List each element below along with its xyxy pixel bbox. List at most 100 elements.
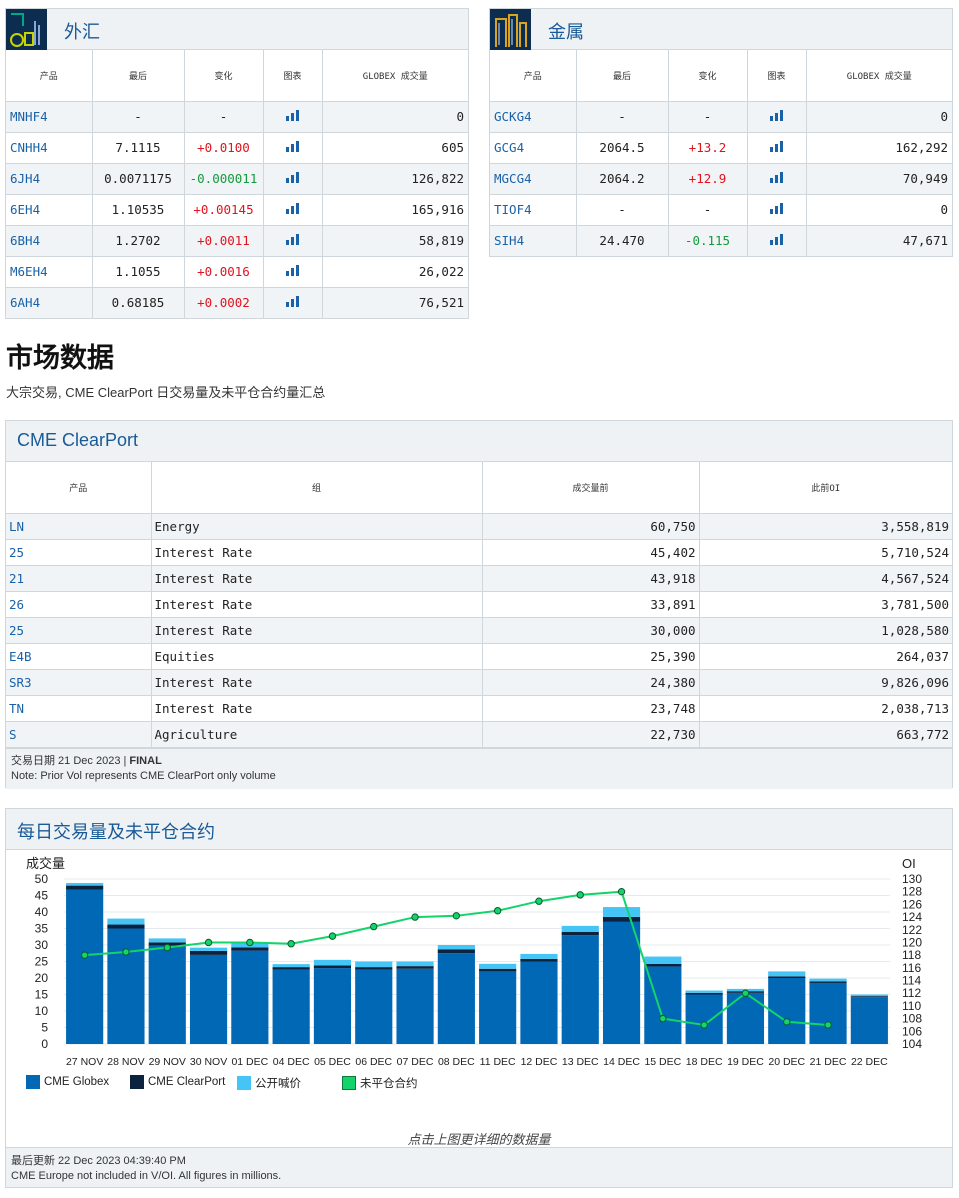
outcry-bar[interactable] <box>437 945 475 950</box>
column-header[interactable]: 最后 <box>576 50 669 102</box>
oi-point[interactable] <box>493 907 502 915</box>
product-code-link[interactable]: 6JH4 <box>6 163 93 195</box>
product-code-link[interactable]: E4B <box>6 643 152 670</box>
outcry-bar[interactable] <box>272 964 310 968</box>
product-code-link[interactable]: CNHH4 <box>6 132 93 164</box>
clearport-bar[interactable] <box>644 963 682 967</box>
oi-point[interactable] <box>80 951 89 959</box>
outcry-bar[interactable] <box>768 971 806 977</box>
clearport-bar[interactable] <box>768 976 806 978</box>
outcry-bar[interactable] <box>66 882 104 886</box>
quote-chart-icon[interactable] <box>286 233 299 245</box>
column-header[interactable]: 产品 <box>490 50 577 102</box>
oi-point[interactable] <box>122 948 130 956</box>
globex-bar[interactable] <box>520 961 558 1045</box>
globex-bar[interactable] <box>355 969 393 1044</box>
globex-bar[interactable] <box>272 969 310 1044</box>
clearport-bar[interactable] <box>313 965 352 969</box>
column-header[interactable]: 产品 <box>6 462 152 514</box>
outcry-bar[interactable] <box>479 963 517 969</box>
oi-point[interactable] <box>617 887 626 896</box>
globex-bar[interactable] <box>148 945 186 1044</box>
globex-bar[interactable] <box>809 982 847 1044</box>
product-code-link[interactable]: SIH4 <box>490 225 577 256</box>
product-code-link[interactable]: MNHF4 <box>6 101 93 133</box>
clearport-bar[interactable] <box>850 996 888 998</box>
outcry-bar[interactable] <box>850 994 888 997</box>
clearport-bar[interactable] <box>231 947 269 951</box>
globex-bar[interactable] <box>561 935 599 1044</box>
quote-chart-icon[interactable] <box>286 264 299 276</box>
oi-point[interactable] <box>452 912 461 920</box>
legend-item-outcry[interactable]: 公开喊价 <box>237 1075 301 1091</box>
column-header[interactable]: 此前OI <box>699 462 952 514</box>
globex-bar[interactable] <box>66 889 104 1044</box>
column-header[interactable]: 变化 <box>184 50 264 102</box>
globex-bar[interactable] <box>479 971 517 1044</box>
oi-point[interactable] <box>535 897 543 905</box>
quote-chart-icon[interactable] <box>770 171 783 183</box>
outcry-bar[interactable] <box>644 956 682 964</box>
outcry-bar[interactable] <box>685 990 723 993</box>
product-code-link[interactable]: M6EH4 <box>6 256 93 288</box>
oi-point[interactable] <box>328 932 337 940</box>
column-header[interactable]: 组 <box>151 462 483 514</box>
product-code-link[interactable]: SR3 <box>6 669 152 696</box>
column-header[interactable]: 图表 <box>263 50 323 102</box>
quote-chart-icon[interactable] <box>770 202 783 214</box>
oi-point[interactable] <box>783 1018 791 1026</box>
product-code-link[interactable]: 6EH4 <box>6 194 93 226</box>
outcry-bar[interactable] <box>561 925 599 932</box>
product-code-link[interactable]: 6BH4 <box>6 225 93 257</box>
clearport-bar[interactable] <box>561 931 599 936</box>
quote-chart-icon[interactable] <box>286 171 299 183</box>
quote-chart-icon[interactable] <box>770 109 783 121</box>
column-header[interactable]: 产品 <box>6 50 93 102</box>
outcry-bar[interactable] <box>809 978 847 982</box>
column-header[interactable]: 图表 <box>747 50 807 102</box>
product-code-link[interactable]: LN <box>6 513 152 540</box>
legend-item-oi[interactable]: 未平仓合约 <box>342 1075 418 1091</box>
column-header[interactable]: 最后 <box>92 50 185 102</box>
oi-point[interactable] <box>163 943 171 952</box>
globex-bar[interactable] <box>313 968 352 1044</box>
outcry-bar[interactable] <box>520 953 558 959</box>
product-code-link[interactable]: 26 <box>6 591 152 618</box>
oi-point[interactable] <box>246 938 254 947</box>
oi-point[interactable] <box>204 938 213 947</box>
product-code-link[interactable]: MGCG4 <box>490 163 577 195</box>
outcry-bar[interactable] <box>313 959 352 966</box>
oi-point[interactable] <box>411 913 419 921</box>
product-code-link[interactable]: 21 <box>6 565 152 592</box>
oi-point[interactable] <box>741 989 750 997</box>
outcry-bar[interactable] <box>148 938 186 943</box>
clearport-bar[interactable] <box>107 924 145 929</box>
globex-bar[interactable] <box>396 968 434 1044</box>
clearport-bar[interactable] <box>809 981 847 983</box>
column-header[interactable]: GLOBEX 成交量 <box>322 50 468 102</box>
outcry-bar[interactable] <box>189 947 228 951</box>
clearport-bar[interactable] <box>355 967 393 970</box>
outcry-bar[interactable] <box>107 918 145 925</box>
clearport-bar[interactable] <box>437 949 475 954</box>
globex-bar[interactable] <box>231 950 269 1044</box>
column-header[interactable]: 变化 <box>668 50 748 102</box>
clearport-bar[interactable] <box>396 966 434 969</box>
quote-chart-icon[interactable] <box>286 295 299 308</box>
globex-bar[interactable] <box>189 954 228 1044</box>
globex-bar[interactable] <box>437 953 475 1044</box>
globex-bar[interactable] <box>602 921 641 1044</box>
quote-chart-icon[interactable] <box>286 202 299 214</box>
globex-bar[interactable] <box>768 978 806 1044</box>
clearport-bar[interactable] <box>272 967 310 970</box>
product-code-link[interactable]: TN <box>6 695 152 722</box>
oi-point[interactable] <box>576 891 584 899</box>
clearport-bar[interactable] <box>66 885 104 890</box>
globex-bar[interactable] <box>107 928 145 1045</box>
clearport-bar[interactable] <box>602 916 641 922</box>
legend-item-globex[interactable]: CME Globex <box>26 1075 109 1089</box>
column-header[interactable]: 成交量前 <box>482 462 700 514</box>
oi-point[interactable] <box>700 1021 708 1029</box>
clearport-bar[interactable] <box>479 968 517 972</box>
product-code-link[interactable]: 6AH4 <box>6 287 93 318</box>
